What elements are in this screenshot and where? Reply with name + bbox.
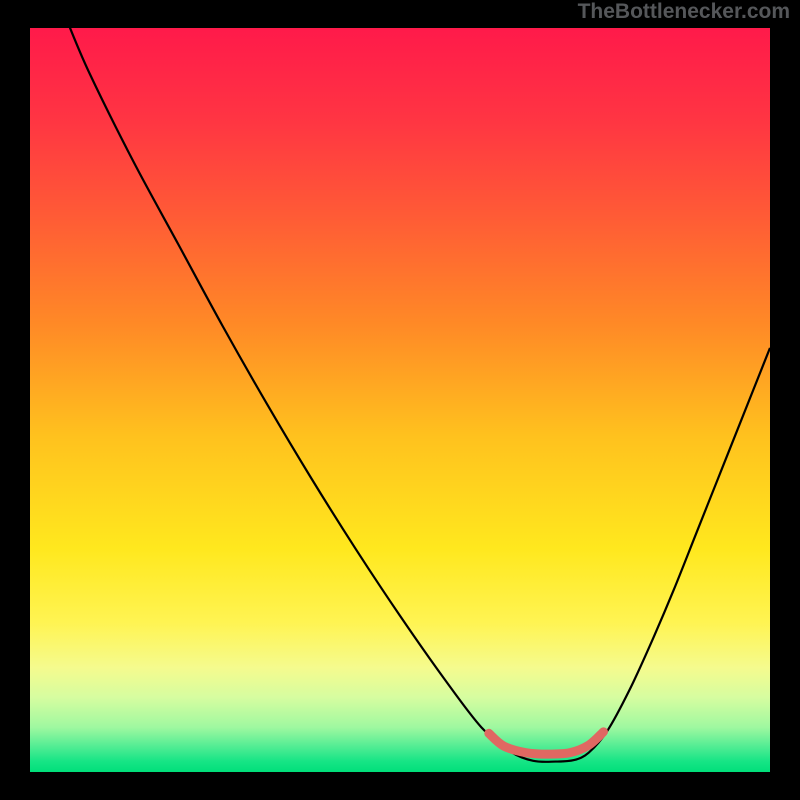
gradient-background	[30, 28, 770, 772]
bottleneck-chart	[0, 0, 800, 800]
attribution-text: TheBottlenecker.com	[578, 0, 790, 24]
chart-container: TheBottlenecker.com	[0, 0, 800, 800]
